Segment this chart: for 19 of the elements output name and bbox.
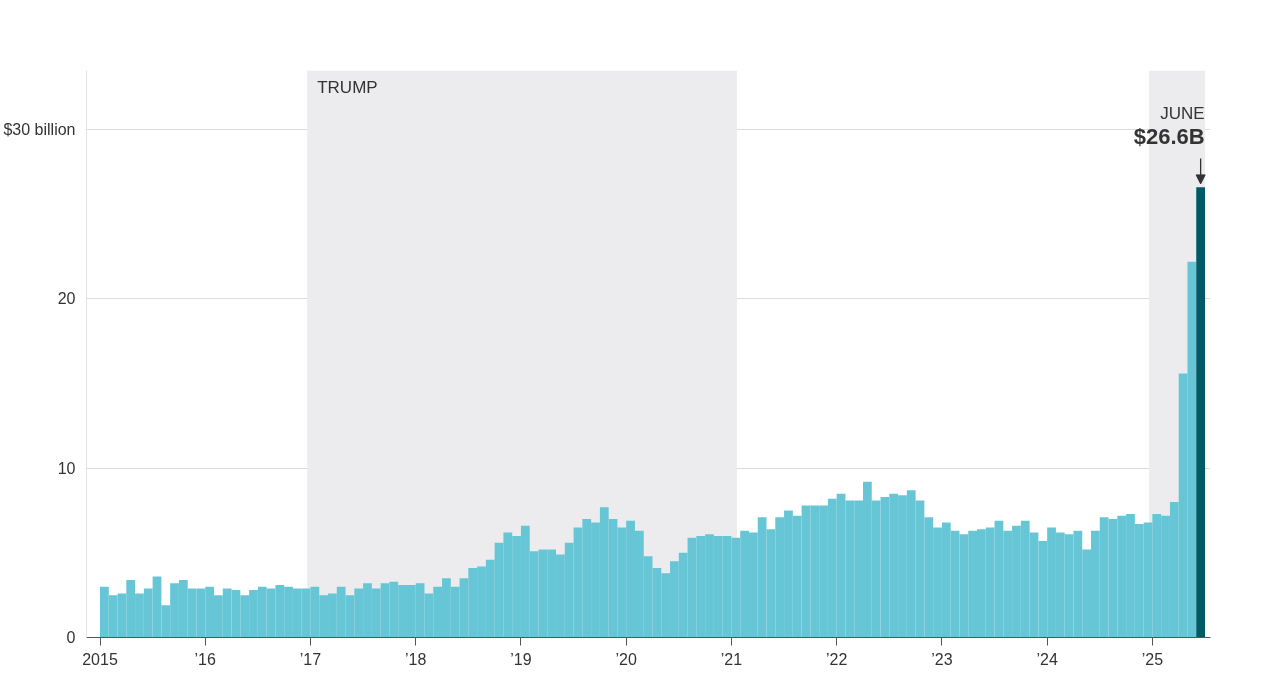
annotation: $26.6B (1133, 124, 1205, 150)
band-label: TRUMP (317, 77, 378, 97)
x-tick-label: ’17 (299, 650, 322, 668)
y-tick-label: 10 (57, 459, 76, 477)
bar (1196, 187, 1206, 638)
x-tick-label: ’23 (931, 650, 953, 668)
x-tick-label: ’19 (510, 650, 532, 668)
x-tick-label: 2015 (82, 650, 118, 668)
x-tick-label: ’16 (194, 650, 217, 668)
annotation: JUNE (1160, 104, 1205, 124)
x-tick-label: ’25 (1141, 650, 1164, 668)
x-tick-label: ’22 (826, 650, 848, 668)
y-tick-label: 0 (66, 629, 76, 646)
x-tick-label: ’24 (1036, 650, 1058, 668)
y-tick-label: $30 billion (3, 121, 76, 139)
y-tick-label: 20 (57, 290, 76, 308)
x-tick-label: ’18 (405, 650, 427, 668)
x-tick-label: ’21 (720, 650, 743, 668)
x-tick-label: ’20 (615, 650, 637, 668)
